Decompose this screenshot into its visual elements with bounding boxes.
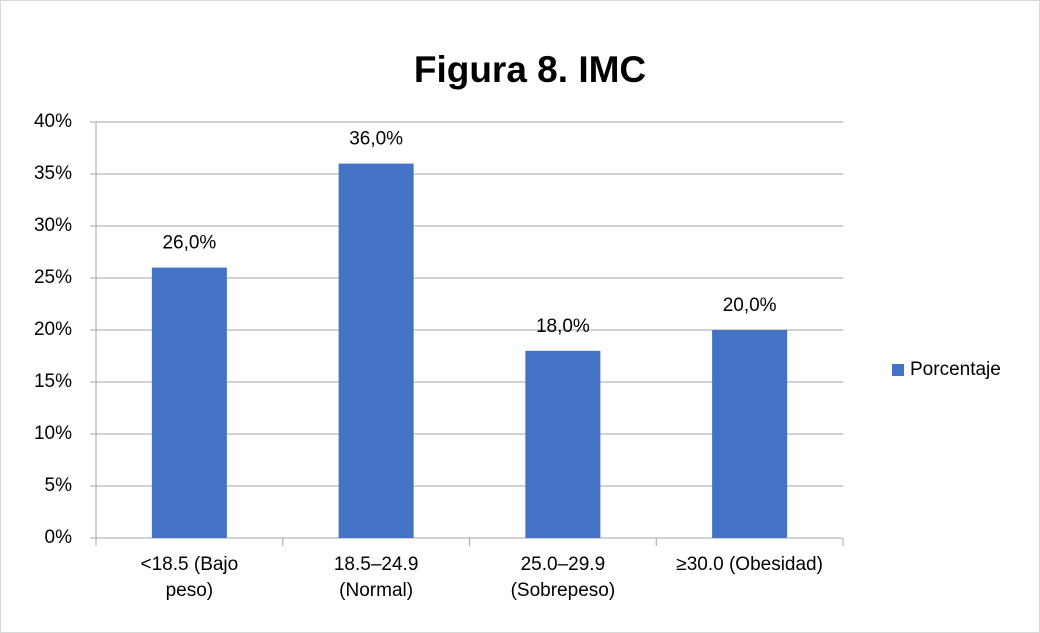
x-tick-label: <18.5 (Bajo peso)	[140, 554, 239, 601]
data-label: 26,0%	[162, 233, 216, 254]
legend-swatch	[892, 364, 904, 376]
x-tick-label-box: 18.5–24.9 (Normal)	[333, 554, 419, 601]
data-label: 20,0%	[723, 295, 777, 316]
y-tick-label: 10%	[34, 423, 72, 444]
legend-label: Porcentaje	[910, 359, 1001, 380]
y-tick-label: 30%	[34, 215, 72, 236]
bar	[338, 163, 414, 538]
bar	[525, 350, 601, 538]
x-tick-label: 18.5–24.9 (Normal)	[333, 554, 419, 601]
y-tick-label: 25%	[34, 267, 72, 288]
data-label: 18,0%	[536, 316, 590, 337]
y-tick-label: 40%	[34, 111, 72, 132]
x-tick-label-box: 25.0–29.9 (Sobrepeso)	[510, 554, 616, 601]
x-tick-label: ≥30.0 (Obesidad)	[676, 554, 823, 575]
y-tick-label: 35%	[34, 163, 72, 184]
y-tick-label: 20%	[34, 319, 72, 340]
data-label: 36,0%	[349, 129, 403, 150]
y-tick-label: 15%	[34, 371, 72, 392]
x-tick-label-box: ≥30.0 (Obesidad)	[676, 554, 823, 575]
chart-title: Figura 8. IMC	[414, 49, 646, 90]
bar	[151, 267, 227, 538]
y-tick-label: 5%	[45, 475, 73, 496]
x-tick-label: 25.0–29.9 (Sobrepeso)	[510, 554, 616, 601]
x-tick-label-box: <18.5 (Bajo peso)	[140, 554, 239, 601]
y-tick-label: 0%	[45, 527, 73, 548]
bar	[712, 330, 788, 538]
